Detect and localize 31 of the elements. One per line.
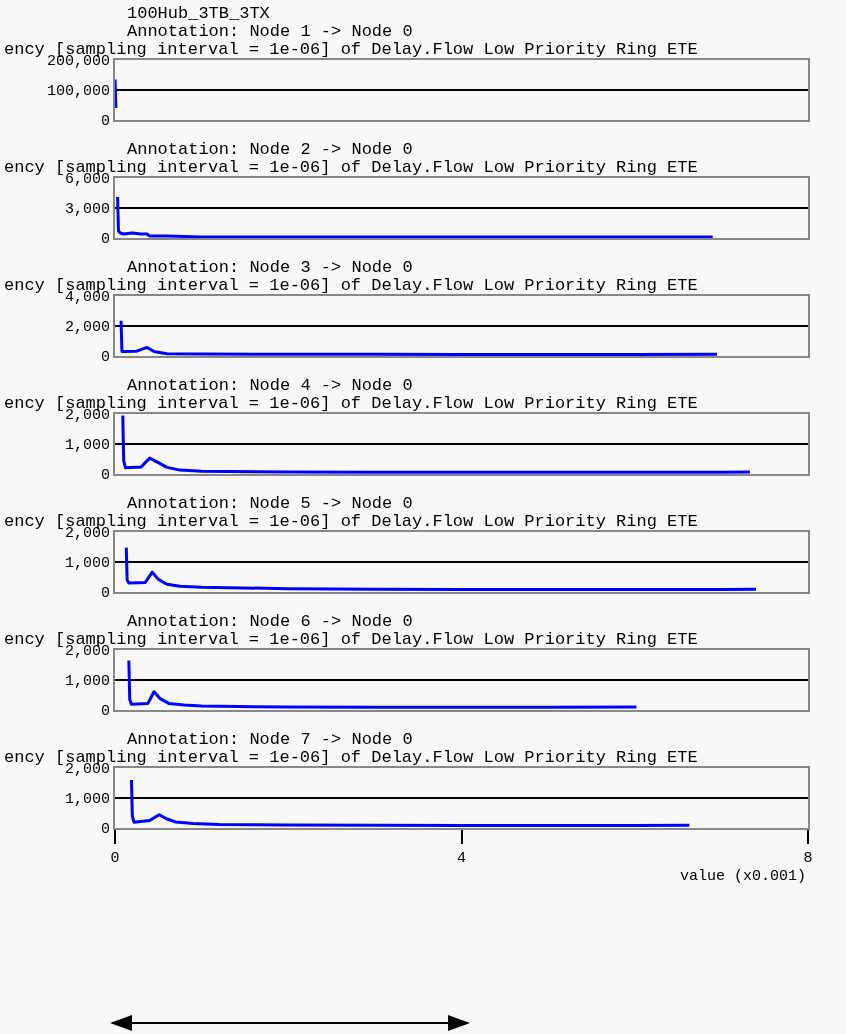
y-tick-label: 1,000 [64, 673, 110, 691]
line-series [121, 414, 752, 474]
chart-subtitle: Annotation: Node 3 -> Node 0 [127, 258, 413, 277]
chart-subtitle: Annotation: Node 2 -> Node 0 [127, 140, 413, 159]
y-tick-label: 1,000 [64, 791, 110, 809]
line-series [127, 659, 638, 709]
y-tick-label: 1,000 [64, 437, 110, 455]
y-tick-label: 0 [100, 349, 110, 367]
line-series [119, 319, 719, 356]
y-tick-label: 1,000 [64, 555, 110, 573]
y-tick-label: 2,000 [64, 319, 110, 337]
chart-subtitle: Annotation: Node 5 -> Node 0 [127, 494, 413, 513]
chart-subtitle: Annotation: Node 1 -> Node 0 [127, 22, 413, 41]
y-tick-label: 3,000 [64, 201, 110, 219]
y-tick-label: 0 [100, 585, 110, 603]
x-tick-label: 8 [803, 850, 813, 867]
line-series [124, 546, 758, 592]
line-series [116, 195, 715, 238]
y-tick-label: 0 [100, 821, 110, 839]
x-tick-label: 4 [456, 850, 467, 867]
y-tick-label: 0 [100, 467, 110, 485]
y-tick-label: 100,000 [46, 83, 110, 101]
y-tick-label: 0 [100, 231, 110, 249]
chart-subtitle: Annotation: Node 7 -> Node 0 [127, 730, 413, 749]
y-tick-label: 0 [100, 703, 110, 721]
line-series [129, 778, 691, 828]
chart-title: 100Hub_3TB_3TX [127, 4, 270, 23]
x-axis-title: value (x0.001) [680, 868, 807, 885]
y-tick-label: 0 [100, 113, 110, 131]
chart-subtitle: Annotation: Node 6 -> Node 0 [127, 612, 413, 631]
chart-subtitle: Annotation: Node 4 -> Node 0 [127, 376, 413, 395]
